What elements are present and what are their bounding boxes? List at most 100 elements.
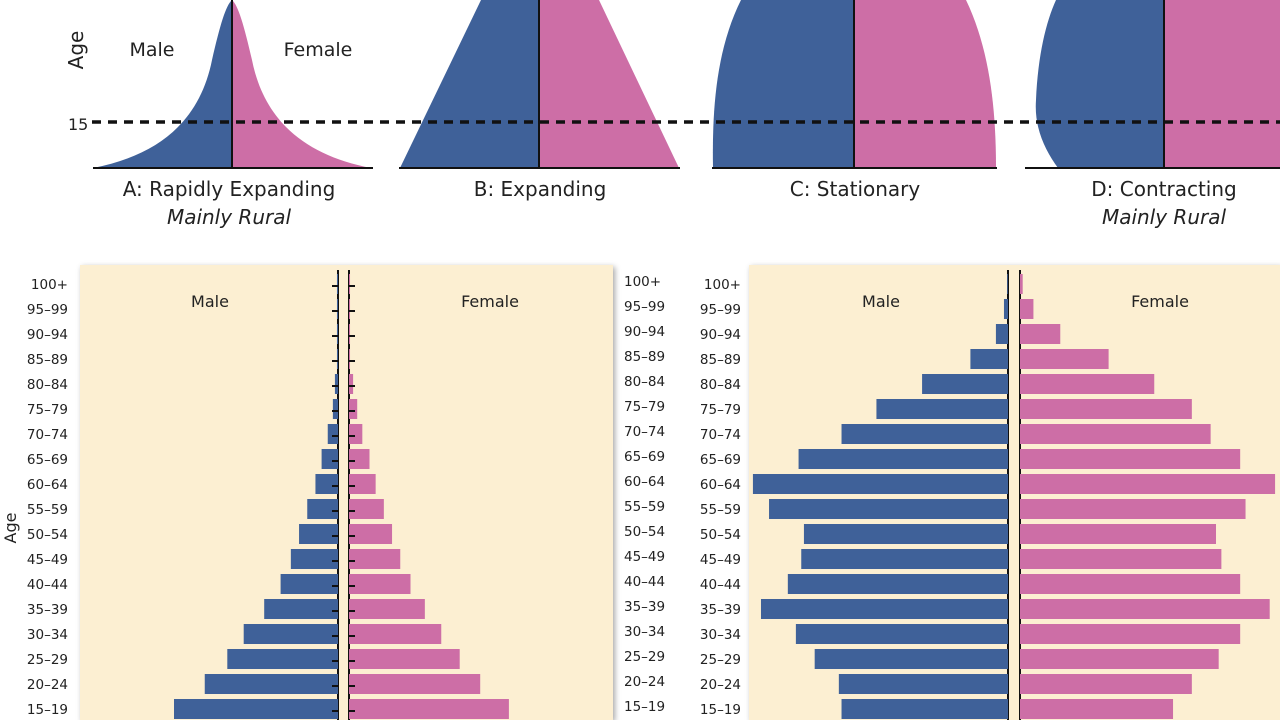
female-bar-18 [349,699,509,719]
age-group-label-right: 55–59 [624,499,665,515]
male-bar-17 [838,674,1008,694]
female-bar-7 [1020,424,1211,444]
shape-c-title: C: Stationary [790,177,921,201]
age-group-label-right: 90–94 [624,324,665,340]
age-group-label: 65–69 [700,452,741,468]
male-bar-14 [264,599,338,619]
male-bar-9 [315,474,338,494]
age-group-label-right: 85–89 [624,349,665,365]
age-group-label: 70–74 [27,427,68,443]
male-bar-9 [752,474,1008,494]
age-group-label: 20–24 [27,677,68,693]
pyramid-shapes-row: Age 15 Male Female A: Rapidly Expanding … [64,0,1280,229]
male-bar-6 [876,399,1008,419]
male-bar-8 [798,449,1008,469]
age-group-label: 80–84 [27,377,68,393]
shape-b-male-half [400,0,539,168]
male-bar-2 [1003,299,1008,319]
female-bar-17 [349,674,481,694]
age-group-label: 95–99 [700,302,741,318]
pyramid-chart-rapid-growth: 100+ 100+ 95–99 95–99 90–94 90–94 85–89 85–89 80… [1,265,665,720]
age-group-label: 75–79 [700,402,741,418]
female-bar-5 [1020,374,1155,394]
female-bar-13 [1020,574,1241,594]
female-bar-3 [1020,324,1061,344]
female-bar-18 [1020,699,1174,719]
male-bar-10 [307,499,338,519]
age-group-label-right: 25–29 [624,649,665,665]
age-group-label: 35–39 [27,602,68,618]
age-group-label: 70–74 [700,427,741,443]
male-bar-4 [970,349,1008,369]
shape-a-title: A: Rapidly Expanding [123,177,336,201]
male-bar-13 [280,574,338,594]
male-bar-12 [290,549,338,569]
age-group-label: 95–99 [27,302,68,318]
top-male-label: Male [129,39,174,61]
age-group-label-right: 65–69 [624,449,665,465]
shape-a-male-half [93,0,232,168]
shape-b-expanding: B: Expanding [399,0,680,201]
male-bar-11 [803,524,1008,544]
male-bar-7 [327,424,338,444]
age-group-label: 20–24 [700,677,741,693]
age-group-label-right: 75–79 [624,399,665,415]
shape-a-subtitle: Mainly Rural [167,205,292,229]
age-group-label-right: 40–44 [624,574,665,590]
age-group-label: 65–69 [27,452,68,468]
male-bar-5 [334,374,338,394]
age-group-label: 100+ [704,277,741,293]
male-bar-17 [204,674,338,694]
shape-d-female-half [1164,0,1280,168]
age-group-label: 25–29 [700,652,741,668]
male-bar-5 [922,374,1008,394]
chart-panel-background [80,265,613,720]
top-age-marker-15: 15 [68,115,88,134]
female-bar-9 [349,474,376,494]
male-bar-8 [321,449,338,469]
shape-d-male-half [1035,0,1164,168]
age-group-label: 15–19 [700,702,741,718]
female-bar-11 [349,524,393,544]
female-bar-2 [1020,299,1034,319]
shape-d-subtitle: Mainly Rural [1102,205,1227,229]
pyramid-chart-stationary: 100+ 95–99 90–94 85–89 80–84 75–79 70–74 65–69 6… [700,265,1280,720]
age-group-label-right: 60–64 [624,474,665,490]
male-bar-15 [243,624,338,644]
shape-b-title: B: Expanding [474,177,607,201]
age-group-label: 55–59 [700,502,741,518]
female-bar-13 [349,574,411,594]
age-group-label-right: 70–74 [624,424,665,440]
age-group-label: 60–64 [27,477,68,493]
female-bar-10 [1020,499,1246,519]
male-bar-12 [801,549,1008,569]
shape-c-female-half [854,0,996,168]
shape-c-male-half [712,0,854,168]
female-bar-14 [1020,599,1270,619]
top-female-label: Female [284,39,353,61]
age-group-label: 30–34 [700,627,741,643]
chart-female-label: Female [1131,292,1189,311]
female-bar-16 [1020,649,1219,669]
age-group-label: 50–54 [700,527,741,543]
age-group-label: 40–44 [27,577,68,593]
female-bar-4 [1020,349,1109,369]
chart-age-axis-label: Age [1,513,20,544]
age-group-label: 85–89 [27,352,68,368]
age-group-label: 90–94 [27,327,68,343]
age-group-label: 55–59 [27,502,68,518]
female-bar-15 [1020,624,1241,644]
age-group-label: 100+ [31,277,68,293]
age-group-label: 60–64 [700,477,741,493]
female-bar-3 [349,324,351,344]
male-bar-1 [1007,274,1008,294]
shape-d-title: D: Contracting [1091,177,1236,201]
age-group-label: 30–34 [27,627,68,643]
female-bar-1 [1020,274,1023,294]
male-bar-3 [336,324,338,344]
chart-female-label: Female [461,292,519,311]
female-bar-1 [349,274,351,294]
male-bar-3 [995,324,1008,344]
male-bar-7 [841,424,1008,444]
female-bar-4 [349,349,351,369]
